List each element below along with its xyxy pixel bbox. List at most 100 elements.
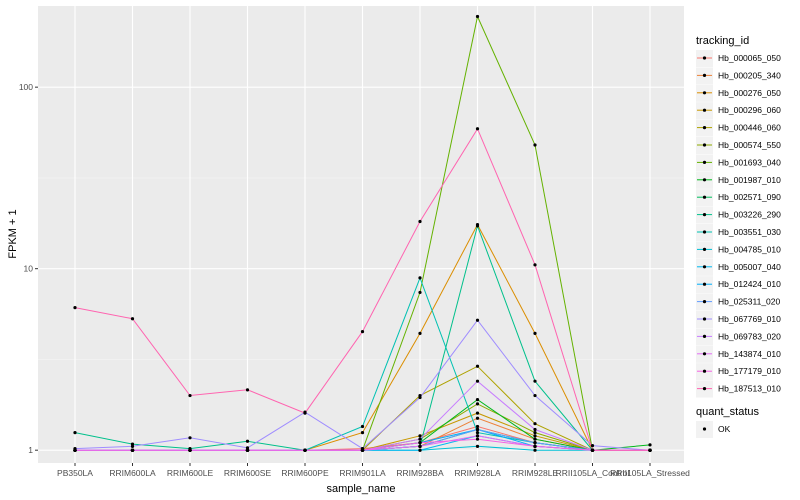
quant-status-legend-title: quant_status bbox=[696, 406, 759, 418]
legend-item: Hb_000574_550 bbox=[696, 137, 781, 154]
data-point bbox=[475, 379, 480, 383]
data-point bbox=[475, 444, 480, 448]
legend-key-point bbox=[702, 247, 707, 251]
data-point bbox=[475, 424, 480, 429]
legend-key-point bbox=[702, 334, 707, 338]
y-axis: 1 10 100 bbox=[19, 82, 38, 455]
x-tick-label: RRIM600LE bbox=[167, 468, 214, 478]
legend-item: Hb_143874_010 bbox=[696, 345, 781, 363]
data-point bbox=[533, 444, 537, 448]
data-point bbox=[188, 436, 192, 440]
legend-title: tracking_id bbox=[696, 35, 749, 47]
legend: tracking_id Hb_000065_050 Hb_000205_340 Hb… bbox=[696, 35, 781, 438]
legend-key-point bbox=[702, 73, 707, 77]
x-tick-label: RRIM600SE bbox=[224, 468, 272, 478]
data-point bbox=[130, 444, 135, 448]
legend-key-point bbox=[702, 108, 707, 112]
legend-item: Hb_187513_010 bbox=[696, 380, 781, 398]
data-point bbox=[245, 388, 250, 392]
legend-label: Hb_002571_090 bbox=[718, 192, 781, 202]
x-tick-label: PB350LA bbox=[57, 468, 93, 478]
legend-key-point bbox=[702, 213, 707, 217]
legend-item: Hb_004785_010 bbox=[696, 241, 781, 259]
data-point bbox=[533, 430, 537, 435]
data-point bbox=[418, 441, 422, 445]
legend-item: Hb_000065_050 bbox=[696, 50, 781, 67]
legend-item: Hb_069783_020 bbox=[696, 328, 781, 346]
legend-key-point bbox=[702, 387, 707, 391]
data-point bbox=[245, 439, 250, 443]
legend-item: Hb_003226_290 bbox=[696, 206, 781, 224]
legend-key-point bbox=[702, 317, 707, 321]
data-point bbox=[475, 430, 480, 435]
data-point bbox=[475, 364, 480, 368]
data-point bbox=[418, 434, 422, 438]
data-point bbox=[475, 397, 480, 402]
data-point bbox=[533, 422, 537, 426]
data-point bbox=[533, 263, 537, 267]
x-tick-label: RRII105LA_Control bbox=[556, 468, 630, 478]
legend-label: Hb_000065_050 bbox=[718, 53, 781, 63]
data-point bbox=[475, 416, 480, 420]
legend-label: Hb_067769_010 bbox=[718, 314, 781, 324]
data-points bbox=[73, 14, 652, 452]
data-point bbox=[590, 443, 595, 448]
legend-key-point bbox=[702, 300, 707, 304]
data-point bbox=[533, 379, 537, 383]
legend-item: Hb_025311_020 bbox=[696, 293, 781, 311]
data-point bbox=[188, 393, 192, 398]
x-tick-label: RRIM928LA bbox=[454, 468, 501, 478]
legend-key-point bbox=[702, 352, 707, 356]
data-point bbox=[130, 317, 135, 321]
data-point bbox=[73, 306, 77, 310]
data-point bbox=[418, 219, 422, 224]
legend-label: Hb_001693_040 bbox=[718, 157, 781, 167]
legend-label: Hb_012424_010 bbox=[718, 279, 781, 289]
data-point bbox=[533, 143, 537, 147]
data-point bbox=[418, 444, 422, 448]
data-point bbox=[648, 448, 652, 452]
data-point bbox=[130, 448, 135, 452]
data-point bbox=[130, 442, 135, 446]
data-point bbox=[418, 448, 422, 452]
x-tick-label: RRIM901LA bbox=[339, 468, 386, 478]
x-tick-label: RRIM600LA bbox=[109, 468, 156, 478]
legend-label: Hb_001987_010 bbox=[718, 175, 781, 185]
x-tick-label: RRIM928BA bbox=[396, 468, 444, 478]
data-point bbox=[533, 441, 537, 445]
legend-label: Hb_004785_010 bbox=[718, 244, 781, 254]
x-axis: PB350LA RRIM600LA RRIM600LE RRIM600SE RRIM60… bbox=[57, 463, 690, 478]
quant-status-legend-item: OK bbox=[696, 421, 731, 438]
legend-item: Hb_067769_010 bbox=[696, 311, 781, 328]
legend-label: Hb_003226_290 bbox=[718, 210, 781, 220]
legend-label: Hb_003551_030 bbox=[718, 227, 781, 237]
y-tick-label: 10 bbox=[24, 264, 34, 274]
data-point bbox=[360, 424, 365, 429]
data-point bbox=[533, 331, 537, 335]
data-point bbox=[533, 427, 537, 432]
data-point bbox=[475, 411, 480, 415]
data-point bbox=[648, 443, 652, 447]
legend-label: Hb_187513_010 bbox=[718, 384, 781, 394]
data-point bbox=[360, 430, 365, 435]
legend-item: Hb_001693_040 bbox=[696, 154, 781, 172]
data-point bbox=[475, 427, 480, 432]
legend-item: Hb_012424_010 bbox=[696, 276, 781, 294]
x-tick-label: RRII105LA_Stressed bbox=[610, 468, 690, 478]
y-tick-label: 1 bbox=[28, 445, 33, 455]
legend-label: Hb_069783_020 bbox=[718, 331, 781, 341]
legend-item: Hb_003551_030 bbox=[696, 224, 781, 241]
data-point bbox=[418, 437, 422, 441]
legend-label: Hb_000574_550 bbox=[718, 140, 781, 150]
data-point bbox=[533, 393, 537, 398]
legend-item: Hb_000446_060 bbox=[696, 119, 781, 137]
legend-key-point bbox=[702, 369, 707, 373]
data-point bbox=[533, 448, 537, 452]
data-point bbox=[475, 437, 480, 441]
legend-item: Hb_005007_040 bbox=[696, 258, 781, 276]
plot-panel bbox=[38, 6, 684, 463]
data-point bbox=[245, 446, 250, 450]
legend-item: Hb_000205_340 bbox=[696, 67, 781, 85]
data-point bbox=[418, 331, 422, 335]
